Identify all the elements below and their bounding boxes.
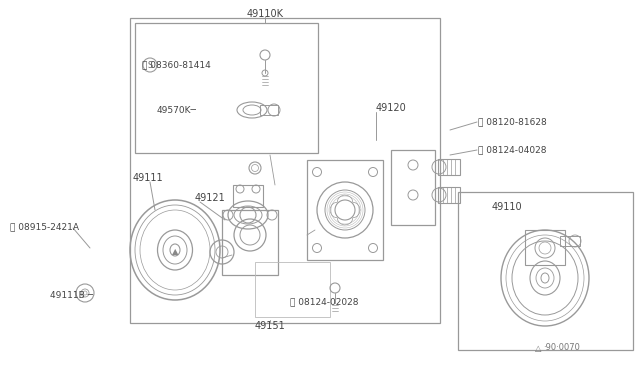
Bar xyxy=(525,230,565,265)
Text: △: △ xyxy=(535,343,541,353)
Text: 49111: 49111 xyxy=(133,173,164,183)
Text: S: S xyxy=(147,61,152,70)
Text: ⒱ 08124-02028: ⒱ 08124-02028 xyxy=(290,298,358,307)
Text: 49110: 49110 xyxy=(492,202,523,212)
Bar xyxy=(560,236,580,246)
Text: 49121: 49121 xyxy=(195,193,226,203)
Text: Ⓝ 08915-2421A: Ⓝ 08915-2421A xyxy=(10,222,79,231)
Bar xyxy=(438,159,460,175)
Bar xyxy=(260,105,278,115)
Text: ⒱ 08124-04028: ⒱ 08124-04028 xyxy=(478,145,547,154)
Bar xyxy=(458,192,633,350)
Text: 49570K─: 49570K─ xyxy=(157,106,197,115)
Bar xyxy=(135,23,318,153)
Bar xyxy=(307,160,383,260)
Text: Ⓢ 08360-81414: Ⓢ 08360-81414 xyxy=(142,61,211,70)
Bar xyxy=(255,262,330,317)
Text: 49120: 49120 xyxy=(376,103,407,113)
Text: 49110K: 49110K xyxy=(246,9,284,19)
Bar xyxy=(391,150,435,225)
Bar xyxy=(233,185,263,207)
Text: 49151: 49151 xyxy=(255,321,285,331)
Text: ·90·0070: ·90·0070 xyxy=(543,343,580,353)
Text: 49111B ─: 49111B ─ xyxy=(50,291,93,299)
Text: ▲: ▲ xyxy=(172,247,179,257)
Text: ⒱ 08120-81628: ⒱ 08120-81628 xyxy=(478,118,547,126)
Bar xyxy=(222,210,278,275)
Bar xyxy=(438,187,460,203)
Bar xyxy=(130,18,440,323)
